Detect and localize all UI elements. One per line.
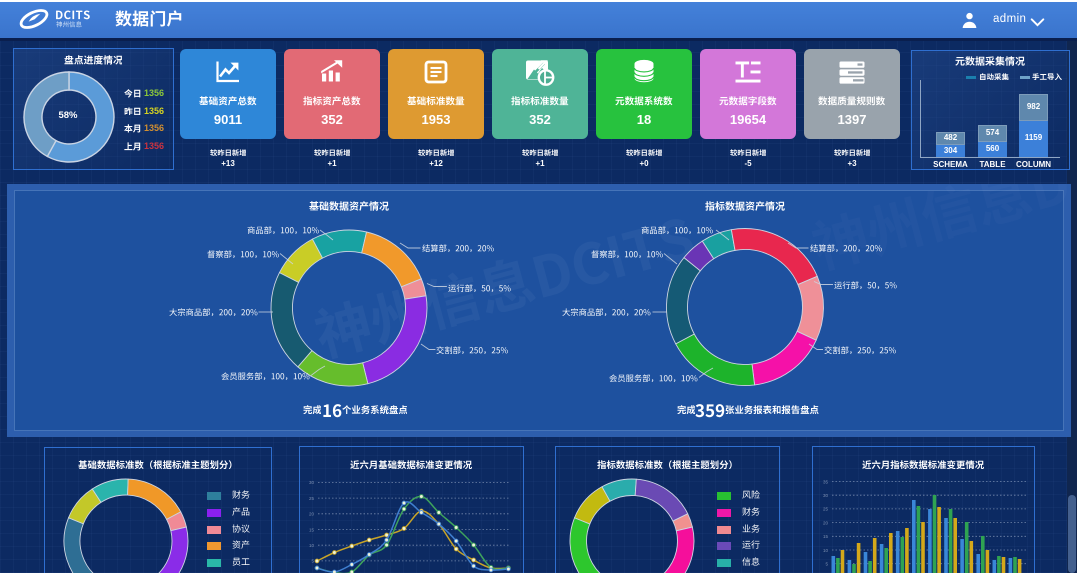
svg-text:25: 25 [309, 496, 315, 501]
svg-text:30: 30 [309, 480, 315, 485]
svg-text:20: 20 [309, 512, 315, 517]
svg-text:5: 5 [311, 559, 314, 564]
svg-text:15: 15 [309, 527, 315, 532]
svg-text:25: 25 [823, 507, 829, 512]
svg-text:5: 5 [825, 562, 828, 567]
svg-text:20: 20 [823, 520, 829, 525]
svg-text:35: 35 [823, 479, 829, 484]
svg-text:10: 10 [309, 543, 315, 548]
svg-text:15: 15 [823, 534, 829, 539]
svg-text:10: 10 [823, 548, 829, 553]
svg-text:30: 30 [823, 493, 829, 498]
